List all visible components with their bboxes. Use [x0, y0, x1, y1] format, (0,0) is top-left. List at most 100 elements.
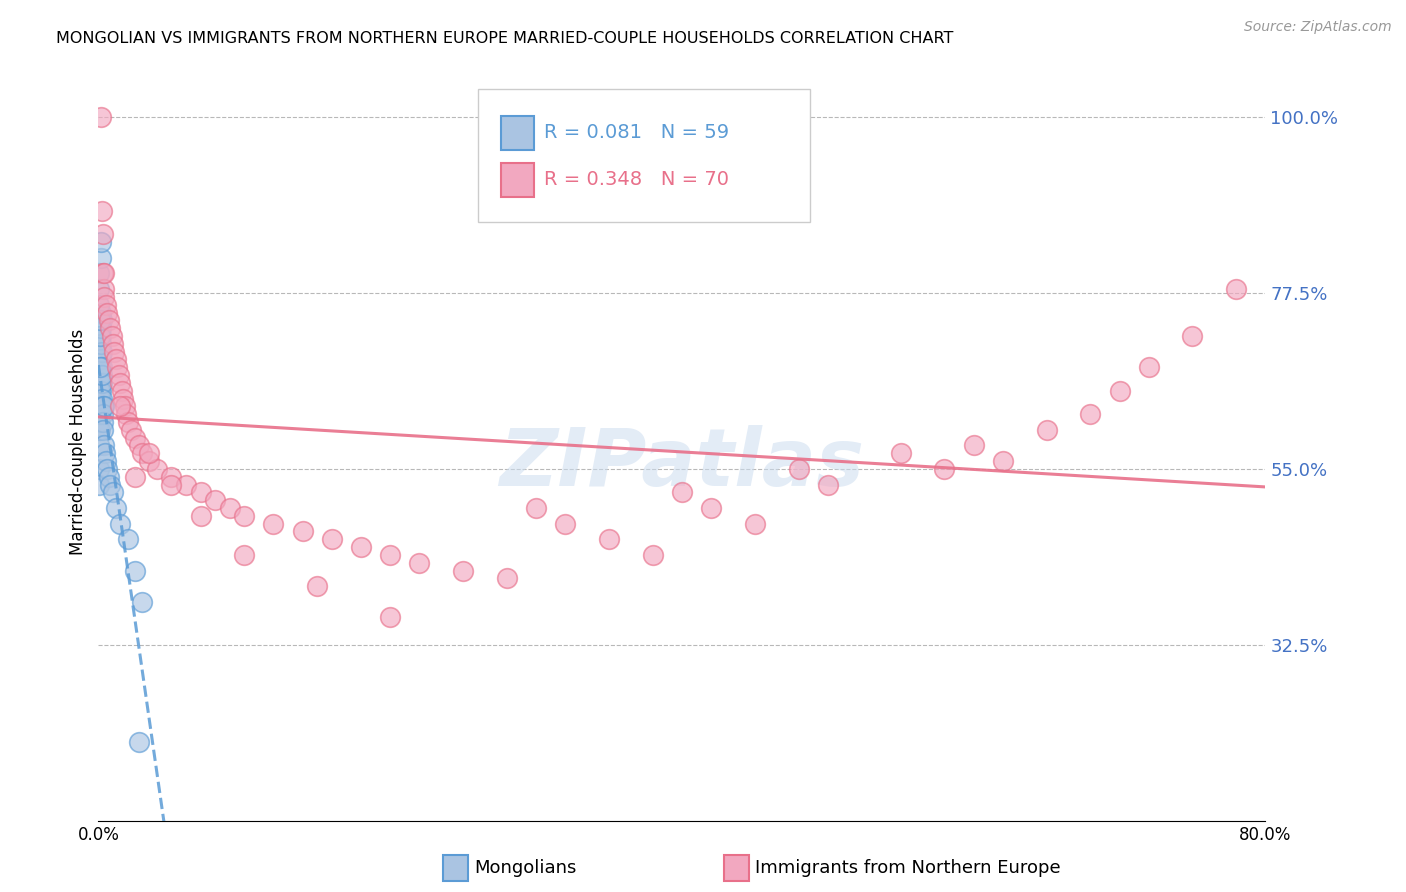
Point	[90, 360, 112, 375]
Point	[89, 423, 111, 437]
Point	[744, 516, 766, 531]
Point	[91, 392, 114, 406]
Point	[91, 400, 114, 414]
Point	[524, 500, 547, 515]
Point	[128, 438, 150, 452]
Point	[91, 376, 114, 390]
Point	[89, 400, 111, 414]
Point	[138, 454, 160, 468]
Point	[890, 446, 912, 460]
Point	[598, 533, 620, 547]
Point	[90, 321, 112, 335]
Point	[114, 400, 136, 414]
Point	[89, 313, 111, 327]
Point	[112, 392, 135, 406]
Y-axis label: Married-couple Households: Married-couple Households	[69, 328, 87, 555]
Point	[89, 477, 111, 491]
Point	[104, 500, 127, 515]
Point	[115, 407, 138, 421]
Point	[91, 203, 114, 218]
FancyBboxPatch shape	[478, 89, 810, 221]
Point	[98, 477, 121, 491]
Point	[124, 431, 146, 445]
Point	[89, 282, 111, 296]
Text: Source: ZipAtlas.com: Source: ZipAtlas.com	[1244, 20, 1392, 34]
Point	[90, 329, 112, 343]
Point	[89, 368, 111, 383]
Point	[1181, 329, 1204, 343]
Point	[101, 485, 124, 500]
Point	[93, 282, 115, 296]
Point	[111, 384, 134, 398]
Point	[291, 524, 314, 539]
Point	[190, 485, 212, 500]
Point	[98, 321, 121, 335]
Point	[89, 438, 111, 452]
Point	[218, 500, 240, 515]
Point	[160, 469, 183, 483]
Point	[1225, 282, 1247, 296]
Point	[103, 344, 125, 359]
Text: R = 0.081   N = 59: R = 0.081 N = 59	[544, 123, 730, 142]
Point	[671, 485, 693, 500]
Point	[131, 595, 153, 609]
Point	[124, 469, 146, 483]
Point	[90, 313, 112, 327]
Point	[89, 384, 111, 398]
Bar	[501, 115, 534, 150]
Point	[174, 477, 197, 491]
Point	[962, 438, 984, 452]
Point	[408, 556, 430, 570]
Point	[131, 446, 153, 460]
Point	[97, 313, 120, 327]
Point	[146, 462, 169, 476]
Point	[1108, 384, 1130, 398]
Point	[117, 415, 139, 429]
Point	[104, 352, 127, 367]
Point	[91, 267, 114, 281]
Point	[934, 462, 956, 476]
Point	[93, 438, 115, 452]
Point	[90, 235, 112, 250]
Point	[700, 500, 723, 515]
Point	[89, 360, 111, 375]
Point	[233, 508, 256, 523]
Point	[120, 423, 142, 437]
Point	[89, 376, 111, 390]
Point	[101, 336, 124, 351]
Bar	[501, 163, 534, 197]
Point	[641, 548, 664, 562]
Point	[90, 110, 112, 124]
Point	[124, 564, 146, 578]
Point	[263, 516, 285, 531]
Point	[991, 454, 1014, 468]
Text: Mongolians: Mongolians	[474, 859, 576, 877]
Point	[96, 462, 118, 476]
Point	[108, 368, 131, 383]
Point	[89, 392, 111, 406]
Point	[89, 400, 111, 414]
Point	[554, 516, 576, 531]
Point	[204, 493, 226, 508]
Point	[90, 344, 112, 359]
Point	[90, 344, 112, 359]
Point	[233, 548, 256, 562]
Point	[496, 571, 519, 585]
Point	[90, 368, 112, 383]
Point	[350, 540, 373, 554]
Point	[93, 267, 115, 281]
Point	[117, 533, 139, 547]
Text: MONGOLIAN VS IMMIGRANTS FROM NORTHERN EUROPE MARRIED-COUPLE HOUSEHOLDS CORRELATI: MONGOLIAN VS IMMIGRANTS FROM NORTHERN EU…	[56, 31, 953, 46]
Point	[89, 407, 111, 421]
Point	[89, 423, 111, 437]
Point	[90, 305, 112, 319]
Point	[96, 305, 118, 319]
Point	[100, 329, 122, 343]
Point	[787, 462, 810, 476]
Point	[105, 360, 128, 375]
Point	[90, 360, 112, 375]
Point	[90, 352, 112, 367]
Point	[380, 610, 402, 624]
Point	[89, 267, 111, 281]
Point	[91, 423, 114, 437]
